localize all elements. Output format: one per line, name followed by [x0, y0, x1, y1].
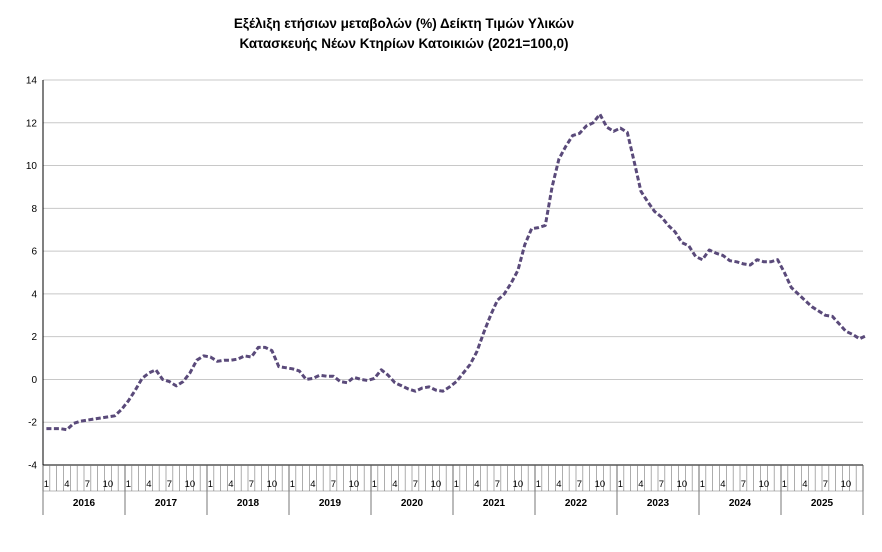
x-month-label: 1	[700, 479, 705, 490]
x-month-label: 4	[146, 479, 151, 490]
x-month-label: 1	[126, 479, 131, 490]
x-month-label: 10	[267, 479, 278, 490]
x-month-label: 10	[431, 479, 442, 490]
x-month-label: 4	[556, 479, 561, 490]
x-month-label: 7	[741, 479, 746, 490]
x-year-label: 2024	[729, 498, 752, 509]
x-month-label: 1	[290, 479, 295, 490]
series-line	[46, 112, 868, 432]
x-month-label: 7	[577, 479, 582, 490]
x-month-label: 10	[349, 479, 360, 490]
x-month-label: 4	[392, 479, 397, 490]
y-tick-label: 2	[31, 332, 37, 343]
x-month-label: 10	[185, 479, 196, 490]
x-month-label: 10	[759, 479, 770, 490]
x-month-label: 7	[85, 479, 90, 490]
x-month-label: 4	[64, 479, 69, 490]
x-month-label: 10	[103, 479, 114, 490]
chart-title-line-1: Εξέλιξη ετήσιων μεταβολών (%) Δείκτη Τιμ…	[233, 16, 575, 31]
x-month-label: 7	[823, 479, 828, 490]
x-year-label: 2016	[73, 498, 96, 509]
y-tick-label: 0	[31, 375, 37, 386]
x-month-label: 1	[372, 479, 377, 490]
x-month-label: 10	[677, 479, 688, 490]
x-month-label: 1	[782, 479, 787, 490]
x-month-label: 4	[720, 479, 725, 490]
x-month-label: 7	[659, 479, 664, 490]
y-tick-label: 14	[26, 76, 38, 87]
x-month-label: 1	[536, 479, 541, 490]
x-year-label: 2017	[155, 498, 178, 509]
x-month-label: 1	[618, 479, 623, 490]
x-month-label: 4	[802, 479, 807, 490]
y-tick-label: 10	[26, 161, 38, 172]
x-year-label: 2020	[401, 498, 424, 509]
x-month-label: 4	[638, 479, 643, 490]
chart-title-line-2: Κατασκευής Νέων Κτηρίων Κατοικιών (2021=…	[239, 36, 569, 51]
x-month-label: 4	[228, 479, 233, 490]
x-month-label: 10	[513, 479, 524, 490]
x-month-label: 7	[495, 479, 500, 490]
y-tick-label: 12	[26, 118, 38, 129]
x-year-label: 2025	[811, 498, 834, 509]
x-month-label: 1	[208, 479, 213, 490]
y-tick-label: 6	[31, 247, 37, 258]
x-month-label: 1	[44, 479, 49, 490]
x-year-label: 2022	[565, 498, 588, 509]
x-year-label: 2023	[647, 498, 670, 509]
x-month-label: 10	[595, 479, 606, 490]
y-tick-label: -2	[28, 418, 37, 429]
y-tick-label: 4	[31, 289, 37, 300]
x-year-label: 2018	[237, 498, 260, 509]
x-month-label: 7	[167, 479, 172, 490]
x-month-label: 7	[249, 479, 254, 490]
x-month-label: 4	[310, 479, 315, 490]
x-year-label: 2019	[319, 498, 342, 509]
x-month-label: 7	[413, 479, 418, 490]
y-tick-label: -4	[28, 461, 37, 472]
x-month-label: 4	[474, 479, 479, 490]
x-month-label: 10	[841, 479, 852, 490]
y-tick-label: 8	[31, 204, 37, 215]
x-month-label: 1	[454, 479, 459, 490]
x-year-label: 2021	[483, 498, 506, 509]
chart-title: Εξέλιξη ετήσιων μεταβολών (%) Δείκτη Τιμ…	[0, 14, 808, 54]
x-month-label: 7	[331, 479, 336, 490]
